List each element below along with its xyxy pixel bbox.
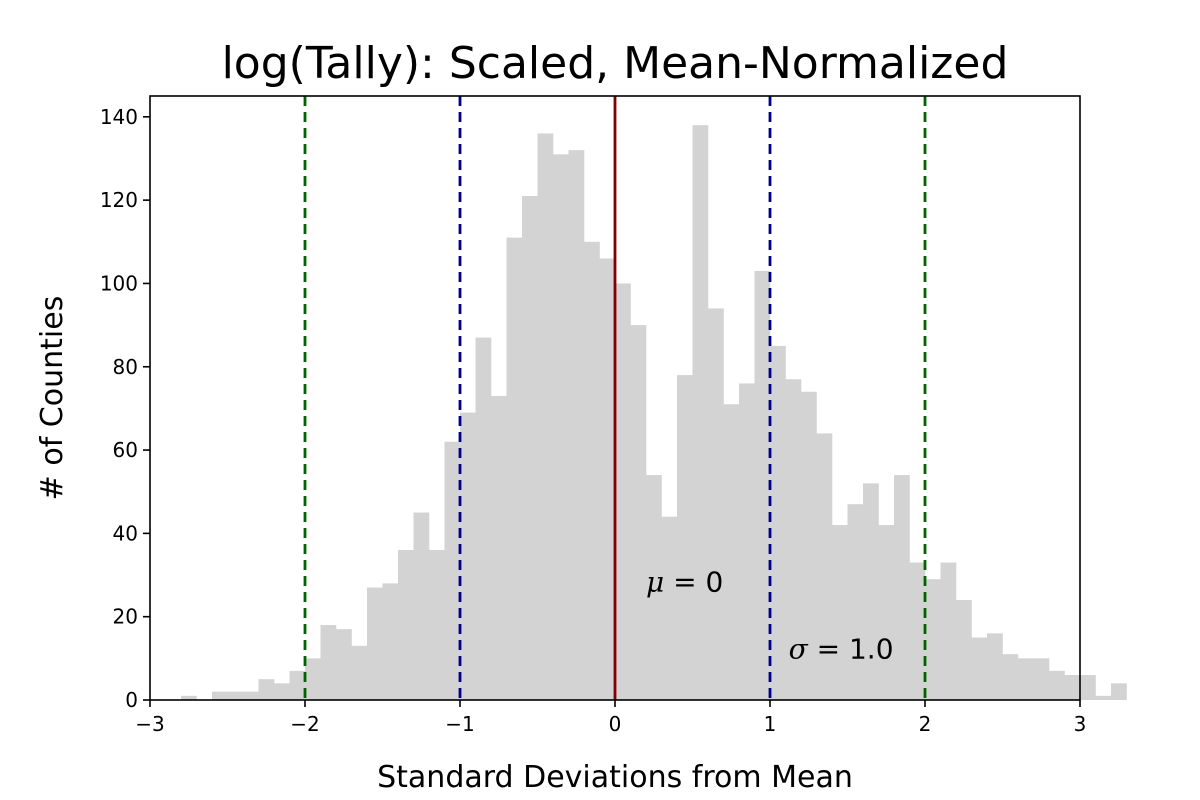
y-tick-label: 60 bbox=[113, 438, 138, 462]
histogram-bar bbox=[801, 391, 817, 700]
stat-annotation: σ = 1.0 bbox=[789, 632, 894, 665]
x-tick-label: 0 bbox=[609, 712, 622, 736]
histogram-bar bbox=[909, 562, 926, 700]
histogram-bar bbox=[491, 395, 507, 700]
histogram-bar bbox=[1018, 658, 1034, 700]
histogram-bar bbox=[460, 412, 476, 700]
histogram-bar bbox=[630, 325, 647, 700]
histogram-bar bbox=[537, 133, 554, 701]
histogram-bar bbox=[770, 345, 786, 700]
histogram-bar bbox=[878, 525, 895, 700]
y-tick-label: 140 bbox=[100, 105, 138, 129]
histogram-bar bbox=[1002, 654, 1019, 700]
histogram-bar bbox=[599, 258, 616, 700]
histogram-bar bbox=[847, 504, 864, 700]
histogram-bar bbox=[475, 337, 492, 700]
stat-annotation: μ = 0 bbox=[646, 566, 723, 599]
histogram-bar bbox=[863, 483, 879, 700]
x-tick-label: 2 bbox=[919, 712, 932, 736]
histogram-bar bbox=[305, 658, 321, 700]
chart-title: log(Tally): Scaled, Mean-Normalized bbox=[222, 38, 1009, 89]
histogram-bar bbox=[212, 691, 228, 700]
histogram-bar bbox=[925, 579, 941, 700]
reference-lines bbox=[303, 96, 927, 700]
histogram-bar bbox=[615, 283, 631, 700]
histogram-bar bbox=[1080, 675, 1096, 700]
histogram-bar bbox=[382, 583, 399, 700]
histogram-bar bbox=[584, 241, 600, 701]
x-axis-ticks: −3 −2 −1 0 1 2 3 bbox=[135, 700, 1086, 736]
histogram-bar bbox=[243, 691, 259, 700]
histogram-bar bbox=[320, 625, 337, 700]
histogram-bar bbox=[506, 237, 523, 700]
histogram-bar bbox=[816, 433, 833, 700]
histogram-bar bbox=[1033, 658, 1050, 700]
histogram-bar bbox=[1111, 683, 1127, 700]
y-axis-label: # of Counties bbox=[35, 296, 70, 501]
y-tick-label: 20 bbox=[113, 605, 138, 629]
x-tick-label: −2 bbox=[290, 712, 319, 736]
histogram-bar bbox=[832, 525, 848, 700]
annotations: μ = 0 σ = 1.0 bbox=[646, 566, 894, 666]
histogram-bar bbox=[227, 691, 244, 700]
histogram-bar bbox=[351, 645, 368, 700]
y-tick-label: 80 bbox=[113, 355, 138, 379]
y-axis-ticks: 0 20 40 60 80 100 120 140 bbox=[100, 105, 150, 712]
x-tick-label: −3 bbox=[135, 712, 164, 736]
histogram-bar bbox=[1049, 670, 1065, 700]
histogram-bar bbox=[568, 150, 585, 700]
histogram-bar bbox=[274, 683, 290, 700]
histogram-bars bbox=[181, 125, 1127, 701]
x-tick-label: 1 bbox=[764, 712, 777, 736]
histogram-bar bbox=[754, 270, 771, 700]
histogram-bar bbox=[956, 600, 972, 700]
histogram-bar bbox=[522, 195, 538, 700]
histogram-bar bbox=[894, 475, 910, 700]
histogram-bar bbox=[553, 154, 569, 700]
histogram-bar bbox=[723, 404, 740, 700]
histogram-bar bbox=[785, 379, 802, 700]
histogram-bar bbox=[940, 562, 957, 700]
histogram-bar bbox=[181, 695, 197, 700]
histogram-bar bbox=[1095, 695, 1112, 700]
histogram-bar bbox=[336, 629, 352, 700]
histogram-bar bbox=[367, 587, 383, 700]
histogram-bar bbox=[692, 125, 709, 700]
histogram-bar bbox=[258, 679, 275, 700]
histogram-bar bbox=[444, 441, 461, 700]
y-tick-label: 0 bbox=[125, 688, 138, 712]
y-tick-label: 40 bbox=[113, 521, 138, 545]
histogram-bar bbox=[398, 550, 414, 700]
histogram-bar bbox=[677, 375, 693, 700]
histogram-bar bbox=[289, 670, 306, 700]
histogram-bar bbox=[1064, 675, 1081, 700]
histogram-bar bbox=[971, 637, 988, 700]
histogram-bar bbox=[646, 475, 662, 700]
histogram-bar bbox=[708, 308, 724, 700]
histogram-bar bbox=[987, 633, 1003, 700]
x-tick-label: 3 bbox=[1074, 712, 1087, 736]
histogram-bar bbox=[429, 550, 445, 700]
histogram-bar bbox=[661, 516, 678, 700]
histogram-bar bbox=[413, 512, 430, 700]
y-tick-label: 120 bbox=[100, 188, 138, 212]
y-tick-label: 100 bbox=[100, 271, 138, 295]
x-axis-label: Standard Deviations from Mean bbox=[377, 760, 853, 795]
x-tick-label: −1 bbox=[445, 712, 474, 736]
histogram-bar bbox=[739, 383, 755, 700]
